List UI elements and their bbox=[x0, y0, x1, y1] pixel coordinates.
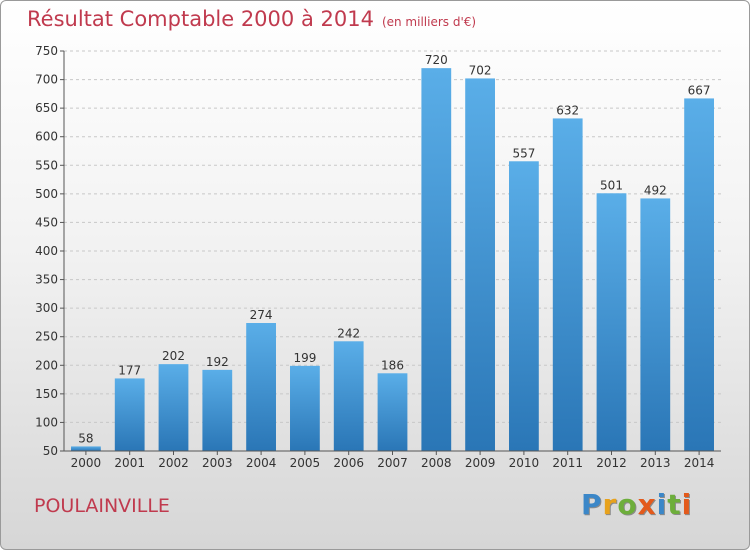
data-label: 242 bbox=[337, 326, 360, 340]
y-tick-label: 650 bbox=[35, 101, 58, 115]
logo-letter: i bbox=[656, 488, 668, 521]
bar bbox=[290, 365, 320, 451]
bar bbox=[71, 446, 101, 451]
x-tick-label: 2005 bbox=[290, 456, 321, 470]
bar bbox=[640, 198, 671, 451]
x-tick-label: 2002 bbox=[158, 456, 189, 470]
y-tick-label: 700 bbox=[35, 73, 58, 87]
x-tick-label: 2014 bbox=[684, 456, 715, 470]
logo-letter: r bbox=[602, 488, 618, 521]
y-tick-label: 600 bbox=[35, 130, 58, 144]
data-label: 667 bbox=[688, 83, 711, 97]
bar bbox=[377, 373, 408, 451]
data-label: 58 bbox=[78, 431, 93, 445]
x-tick-label: 2013 bbox=[640, 456, 671, 470]
y-tick-label: 50 bbox=[43, 444, 58, 458]
x-tick-label: 2003 bbox=[202, 456, 233, 470]
x-tick-label: 2007 bbox=[377, 456, 408, 470]
x-tick-label: 2000 bbox=[71, 456, 102, 470]
bar bbox=[246, 323, 276, 451]
data-label: 492 bbox=[644, 183, 667, 197]
y-tick-label: 450 bbox=[35, 215, 58, 229]
data-label: 186 bbox=[381, 358, 404, 372]
data-label: 632 bbox=[556, 103, 579, 117]
y-tick-label: 250 bbox=[35, 330, 58, 344]
x-tick-label: 2010 bbox=[509, 456, 540, 470]
bar bbox=[509, 161, 539, 452]
data-label: 557 bbox=[512, 146, 535, 160]
bar bbox=[596, 193, 627, 452]
data-label: 177 bbox=[118, 363, 141, 377]
x-tick-label: 2011 bbox=[552, 456, 583, 470]
logo-letter: P bbox=[581, 488, 603, 521]
y-tick-label: 350 bbox=[35, 273, 58, 287]
bar bbox=[552, 118, 583, 451]
bar bbox=[333, 341, 364, 451]
data-label: 501 bbox=[600, 178, 623, 192]
x-tick-label: 2008 bbox=[421, 456, 452, 470]
x-tick-label: 2001 bbox=[114, 456, 145, 470]
y-tick-label: 200 bbox=[35, 358, 58, 372]
commune-name: POULAINVILLE bbox=[34, 495, 170, 517]
bar bbox=[158, 364, 189, 451]
x-tick-label: 2009 bbox=[465, 456, 496, 470]
chart-title: Résultat Comptable 2000 à 2014 (en millie… bbox=[27, 7, 476, 31]
chart-title-text: Résultat Comptable 2000 à 2014 bbox=[27, 7, 374, 31]
data-label: 702 bbox=[469, 63, 492, 77]
y-tick-label: 400 bbox=[35, 244, 58, 258]
data-labels: 58 177 202 192 274 199 242 186 720 702 557 632 501 49… bbox=[78, 53, 710, 445]
logo-letter: o bbox=[617, 488, 638, 521]
data-label: 720 bbox=[425, 53, 448, 67]
data-label: 192 bbox=[206, 355, 229, 369]
y-tick-label: 750 bbox=[35, 44, 58, 58]
data-label: 274 bbox=[250, 308, 273, 322]
x-tick-label: 2004 bbox=[246, 456, 277, 470]
bar bbox=[684, 98, 714, 451]
y-tick-label: 300 bbox=[35, 301, 58, 315]
proxiti-logo: Proxiti bbox=[581, 488, 692, 521]
y-tick-label: 550 bbox=[35, 158, 58, 172]
bar bbox=[114, 378, 145, 451]
x-tick-label: 2006 bbox=[333, 456, 364, 470]
data-label: 199 bbox=[293, 351, 316, 365]
chart-subtitle: (en milliers d'€) bbox=[381, 15, 477, 29]
logo-letter: t bbox=[667, 488, 682, 521]
bar bbox=[465, 78, 495, 451]
y-tick-label: 100 bbox=[35, 415, 58, 429]
bar bbox=[202, 369, 233, 451]
logo-letter: i bbox=[681, 488, 693, 521]
y-tick-label: 150 bbox=[35, 387, 58, 401]
logo-letter: x bbox=[637, 488, 657, 521]
x-tick-label: 2012 bbox=[596, 456, 627, 470]
bars bbox=[71, 68, 714, 452]
axes: 50 100 150 200 250 300 350 400 450 500 550 600 650 70… bbox=[35, 44, 721, 470]
data-label: 202 bbox=[162, 349, 185, 363]
bar bbox=[421, 68, 452, 452]
y-tick-label: 500 bbox=[35, 187, 58, 201]
